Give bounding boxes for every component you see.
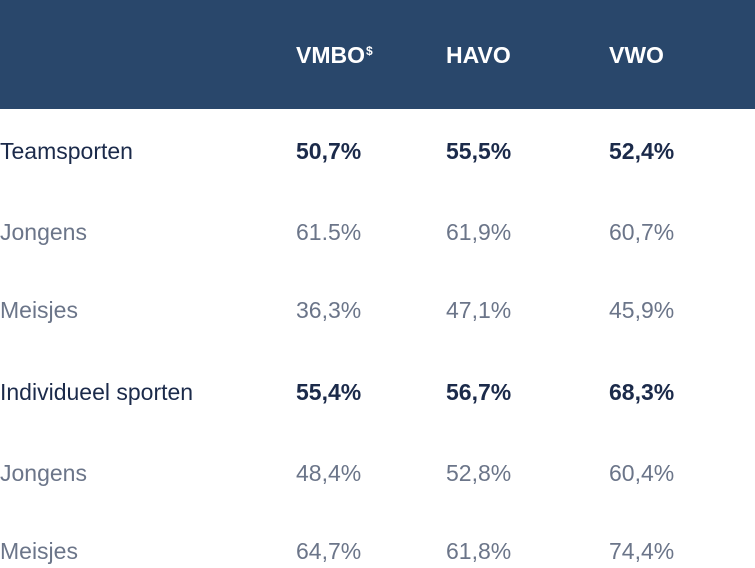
cell-havo: 52,8% xyxy=(446,460,512,486)
row-label: Meisjes xyxy=(0,538,78,564)
cell-vmbo: 61.5% xyxy=(296,219,362,245)
cell-havo: 61,8% xyxy=(446,538,512,564)
cell-vmbo: 50,7% xyxy=(296,138,362,164)
row-label: Individueel sporten xyxy=(0,379,194,405)
row-label: Meisjes xyxy=(0,297,78,323)
cell-vwo: 45,9% xyxy=(609,297,675,323)
cell-vwo: 60,4% xyxy=(609,460,675,486)
column-header-footnote-marker: $ xyxy=(366,44,373,58)
cell-vwo: 60,7% xyxy=(609,219,675,245)
row-label: Jongens xyxy=(0,219,87,245)
column-header-vwo: VWO xyxy=(609,42,664,68)
cell-havo: 47,1% xyxy=(446,297,512,323)
row-label: Teamsporten xyxy=(0,138,133,164)
cell-havo: 61,9% xyxy=(446,219,512,245)
cell-vwo: 68,3% xyxy=(609,379,675,405)
cell-havo: 56,7% xyxy=(446,379,512,405)
table-row-individueel-jongens: Jongens 48,4% 52,8% 60,4% xyxy=(0,458,755,488)
row-label: Jongens xyxy=(0,460,87,486)
column-header-vmbo: VMBO$ xyxy=(296,42,373,68)
cell-vmbo: 36,3% xyxy=(296,297,362,323)
column-header-havo: HAVO xyxy=(446,42,511,68)
table-row-individueel-meisjes: Meisjes 64,7% 61,8% 74,4% xyxy=(0,536,755,566)
table-header: VMBO$ HAVO VWO xyxy=(0,0,755,109)
table-row-individueel-sporten: Individueel sporten 55,4% 56,7% 68,3% xyxy=(0,377,755,407)
cell-vmbo: 55,4% xyxy=(296,379,362,405)
cell-vwo: 74,4% xyxy=(609,538,675,564)
cell-vwo: 52,4% xyxy=(609,138,675,164)
cell-havo: 55,5% xyxy=(446,138,512,164)
table-row-teamsporten: Teamsporten 50,7% 55,5% 52,4% xyxy=(0,136,755,166)
cell-vmbo: 64,7% xyxy=(296,538,362,564)
cell-vmbo: 48,4% xyxy=(296,460,362,486)
table-row-teamsporten-meisjes: Meisjes 36,3% 47,1% 45,9% xyxy=(0,295,755,325)
table-row-teamsporten-jongens: Jongens 61.5% 61,9% 60,7% xyxy=(0,217,755,247)
